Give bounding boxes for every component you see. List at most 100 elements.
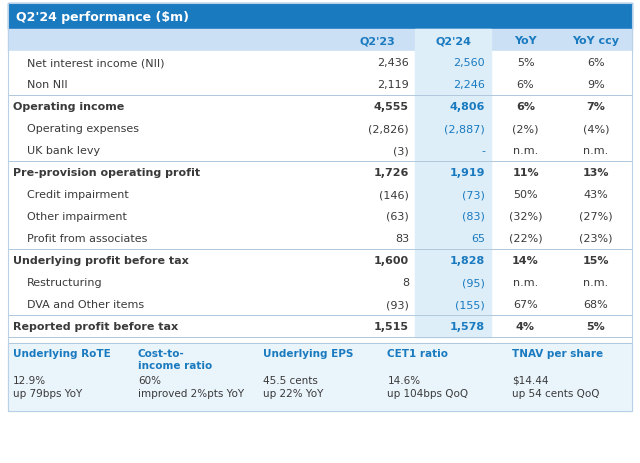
Text: 4,555: 4,555: [374, 102, 409, 112]
Bar: [415, 118, 491, 140]
Text: Net interest income (NII): Net interest income (NII): [27, 58, 164, 68]
Text: 13%: 13%: [583, 168, 609, 178]
Bar: [415, 30, 491, 52]
Bar: [415, 227, 491, 250]
Bar: [8, 294, 632, 315]
Text: (2,887): (2,887): [444, 124, 485, 134]
Text: 6%: 6%: [516, 102, 535, 112]
Text: (22%): (22%): [509, 233, 542, 244]
Text: 68%: 68%: [584, 300, 609, 309]
Text: 14.6%
up 104bps QoQ: 14.6% up 104bps QoQ: [387, 375, 468, 398]
Bar: [415, 250, 491, 271]
Text: 4,806: 4,806: [450, 102, 485, 112]
Text: 67%: 67%: [513, 300, 538, 309]
Text: n.m.: n.m.: [584, 277, 609, 288]
Text: 2,119: 2,119: [377, 80, 409, 90]
Bar: [8, 118, 632, 140]
Text: Q2'24: Q2'24: [435, 36, 471, 46]
Bar: [415, 96, 491, 118]
Text: Reported profit before tax: Reported profit before tax: [13, 321, 178, 332]
Text: Pre-provision operating profit: Pre-provision operating profit: [13, 168, 200, 178]
Text: (2,826): (2,826): [369, 124, 409, 134]
Text: (63): (63): [387, 212, 409, 221]
Text: 9%: 9%: [587, 80, 605, 90]
Bar: [8, 271, 632, 294]
Text: 43%: 43%: [584, 189, 609, 200]
Text: Other impairment: Other impairment: [27, 212, 127, 221]
Bar: [8, 315, 632, 337]
Text: Non NII: Non NII: [27, 80, 68, 90]
Text: 14%: 14%: [512, 256, 539, 265]
Bar: [415, 52, 491, 74]
Text: (83): (83): [462, 212, 485, 221]
Bar: [8, 343, 632, 411]
Text: (23%): (23%): [579, 233, 612, 244]
Text: UK bank levy: UK bank levy: [27, 146, 100, 156]
Bar: [8, 52, 632, 74]
Text: 8: 8: [402, 277, 409, 288]
Text: 1,515: 1,515: [374, 321, 409, 332]
Text: (2%): (2%): [512, 124, 539, 134]
Text: 2,560: 2,560: [453, 58, 485, 68]
Text: 7%: 7%: [587, 102, 605, 112]
Text: 15%: 15%: [583, 256, 609, 265]
Text: n.m.: n.m.: [584, 146, 609, 156]
Bar: [415, 140, 491, 162]
Bar: [415, 315, 491, 337]
Text: CET1 ratio: CET1 ratio: [387, 348, 449, 358]
Text: $14.44
up 54 cents QoQ: $14.44 up 54 cents QoQ: [512, 375, 600, 398]
Bar: [415, 162, 491, 184]
Bar: [8, 74, 632, 96]
Text: 1,578: 1,578: [450, 321, 485, 332]
Text: Q2'24 performance ($m): Q2'24 performance ($m): [16, 11, 189, 24]
Text: 5%: 5%: [587, 321, 605, 332]
Text: 45.5 cents
up 22% YoY: 45.5 cents up 22% YoY: [262, 375, 323, 398]
Bar: [415, 206, 491, 227]
Text: 2,246: 2,246: [453, 80, 485, 90]
Bar: [8, 162, 632, 184]
Text: 12.9%
up 79bps YoY: 12.9% up 79bps YoY: [13, 375, 83, 398]
Text: Underlying EPS: Underlying EPS: [262, 348, 353, 358]
Text: Profit from associates: Profit from associates: [27, 233, 147, 244]
Text: 50%: 50%: [513, 189, 538, 200]
Text: 1,828: 1,828: [450, 256, 485, 265]
Bar: [8, 30, 632, 52]
Text: Cost-to-
income ratio: Cost-to- income ratio: [138, 348, 212, 370]
Text: -: -: [481, 146, 485, 156]
Text: 60%
improved 2%pts YoY: 60% improved 2%pts YoY: [138, 375, 244, 398]
Text: Operating income: Operating income: [13, 102, 124, 112]
Text: (95): (95): [462, 277, 485, 288]
Text: 5%: 5%: [516, 58, 534, 68]
Bar: [8, 227, 632, 250]
Text: Underlying RoTE: Underlying RoTE: [13, 348, 111, 358]
Text: Credit impairment: Credit impairment: [27, 189, 129, 200]
Bar: [8, 250, 632, 271]
Text: (155): (155): [455, 300, 485, 309]
Text: 1,726: 1,726: [374, 168, 409, 178]
Text: 2,436: 2,436: [377, 58, 409, 68]
Text: Q2'23: Q2'23: [359, 36, 395, 46]
Text: 6%: 6%: [516, 80, 534, 90]
Bar: [415, 294, 491, 315]
Bar: [8, 184, 632, 206]
Text: (73): (73): [462, 189, 485, 200]
Bar: [415, 271, 491, 294]
Text: (32%): (32%): [509, 212, 542, 221]
Text: (93): (93): [386, 300, 409, 309]
Text: TNAV per share: TNAV per share: [512, 348, 604, 358]
Text: 65: 65: [471, 233, 485, 244]
Bar: [8, 140, 632, 162]
Text: (27%): (27%): [579, 212, 613, 221]
Text: (3): (3): [393, 146, 409, 156]
Bar: [415, 74, 491, 96]
Bar: [8, 206, 632, 227]
Text: 11%: 11%: [512, 168, 539, 178]
Text: Operating expenses: Operating expenses: [27, 124, 139, 134]
Bar: [8, 96, 632, 118]
Bar: [8, 4, 632, 411]
Text: 4%: 4%: [516, 321, 535, 332]
Bar: [415, 184, 491, 206]
Text: 1,600: 1,600: [374, 256, 409, 265]
Text: 1,919: 1,919: [449, 168, 485, 178]
Text: Restructuring: Restructuring: [27, 277, 102, 288]
